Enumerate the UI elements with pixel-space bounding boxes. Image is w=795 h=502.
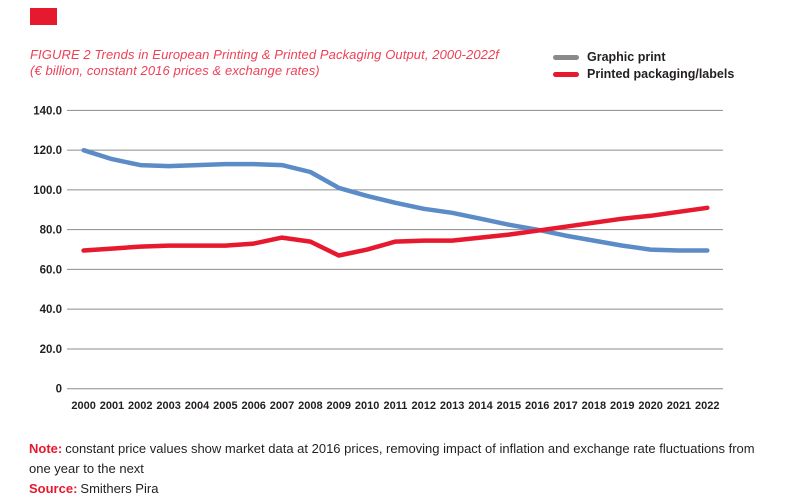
y-axis-tick-label: 0 bbox=[56, 384, 62, 396]
figure-title-block: FIGURE 2 Trends in European Printing & P… bbox=[30, 47, 499, 79]
y-axis-tick-label: 60.0 bbox=[40, 264, 62, 276]
y-axis-tick-label: 100.0 bbox=[33, 185, 62, 197]
x-axis-tick-label: 2008 bbox=[298, 400, 322, 412]
x-axis-tick-label: 2001 bbox=[100, 400, 124, 412]
x-axis-tick-label: 2000 bbox=[71, 400, 95, 412]
x-axis-tick-label: 2009 bbox=[327, 400, 351, 412]
x-axis-tick-label: 2006 bbox=[241, 400, 265, 412]
x-axis-tick-label: 2020 bbox=[638, 400, 662, 412]
x-axis-tick-label: 2014 bbox=[468, 400, 493, 412]
y-axis-tick-label: 20.0 bbox=[40, 344, 62, 356]
series-line-graphic-print bbox=[81, 147, 710, 253]
legend-swatch-graphic-print bbox=[553, 54, 579, 60]
figure-subtitle: (€ billion, constant 2016 prices & excha… bbox=[30, 63, 320, 78]
footer-block: Note: constant price values show market d… bbox=[29, 439, 756, 499]
chart-legend: Graphic print Printed packaging/labels bbox=[553, 50, 734, 81]
x-axis-tick-label: 2011 bbox=[384, 400, 408, 412]
x-axis-tick-label: 2013 bbox=[440, 400, 464, 412]
x-axis-tick-label: 2021 bbox=[667, 400, 691, 412]
legend-item-printed-packaging: Printed packaging/labels bbox=[553, 67, 734, 81]
note-text: constant price values show market data a… bbox=[29, 441, 755, 476]
x-axis-tick-label: 2002 bbox=[128, 400, 152, 412]
x-axis-tick-label: 2004 bbox=[185, 400, 210, 412]
x-axis-tick-label: 2022 bbox=[695, 400, 719, 412]
legend-label-printed-packaging: Printed packaging/labels bbox=[587, 67, 735, 81]
y-axis-tick-label: 140.0 bbox=[33, 105, 62, 117]
series-line-printed-packaging-labels bbox=[81, 205, 710, 258]
x-axis-tick-label: 2010 bbox=[355, 400, 379, 412]
x-axis-tick-label: 2019 bbox=[610, 400, 634, 412]
y-axis-tick-label: 80.0 bbox=[40, 225, 62, 237]
x-axis-tick-label: 2016 bbox=[525, 400, 549, 412]
x-axis-tick-label: 2007 bbox=[270, 400, 294, 412]
legend-label-graphic-print: Graphic print bbox=[587, 50, 666, 64]
legend-item-graphic-print: Graphic print bbox=[553, 50, 734, 64]
y-axis-tick-label: 120.0 bbox=[33, 145, 62, 157]
source-paragraph: Source: Smithers Pira bbox=[29, 479, 756, 499]
note-paragraph: Note: constant price values show market d… bbox=[29, 439, 756, 479]
y-axis-tick-label: 40.0 bbox=[40, 304, 62, 316]
legend-swatch-printed-packaging bbox=[553, 71, 579, 77]
x-axis-tick-label: 2015 bbox=[497, 400, 521, 412]
red-accent-square bbox=[30, 8, 57, 25]
x-axis-tick-label: 2017 bbox=[553, 400, 577, 412]
source-text: Smithers Pira bbox=[80, 481, 159, 496]
x-axis-tick-label: 2012 bbox=[412, 400, 436, 412]
source-label: Source: bbox=[29, 481, 78, 496]
x-axis-tick-label: 2005 bbox=[213, 400, 237, 412]
note-label: Note: bbox=[29, 441, 63, 456]
figure-title: FIGURE 2 Trends in European Printing & P… bbox=[30, 47, 500, 62]
x-axis-tick-label: 2003 bbox=[156, 400, 180, 412]
x-axis-tick-label: 2018 bbox=[582, 400, 606, 412]
